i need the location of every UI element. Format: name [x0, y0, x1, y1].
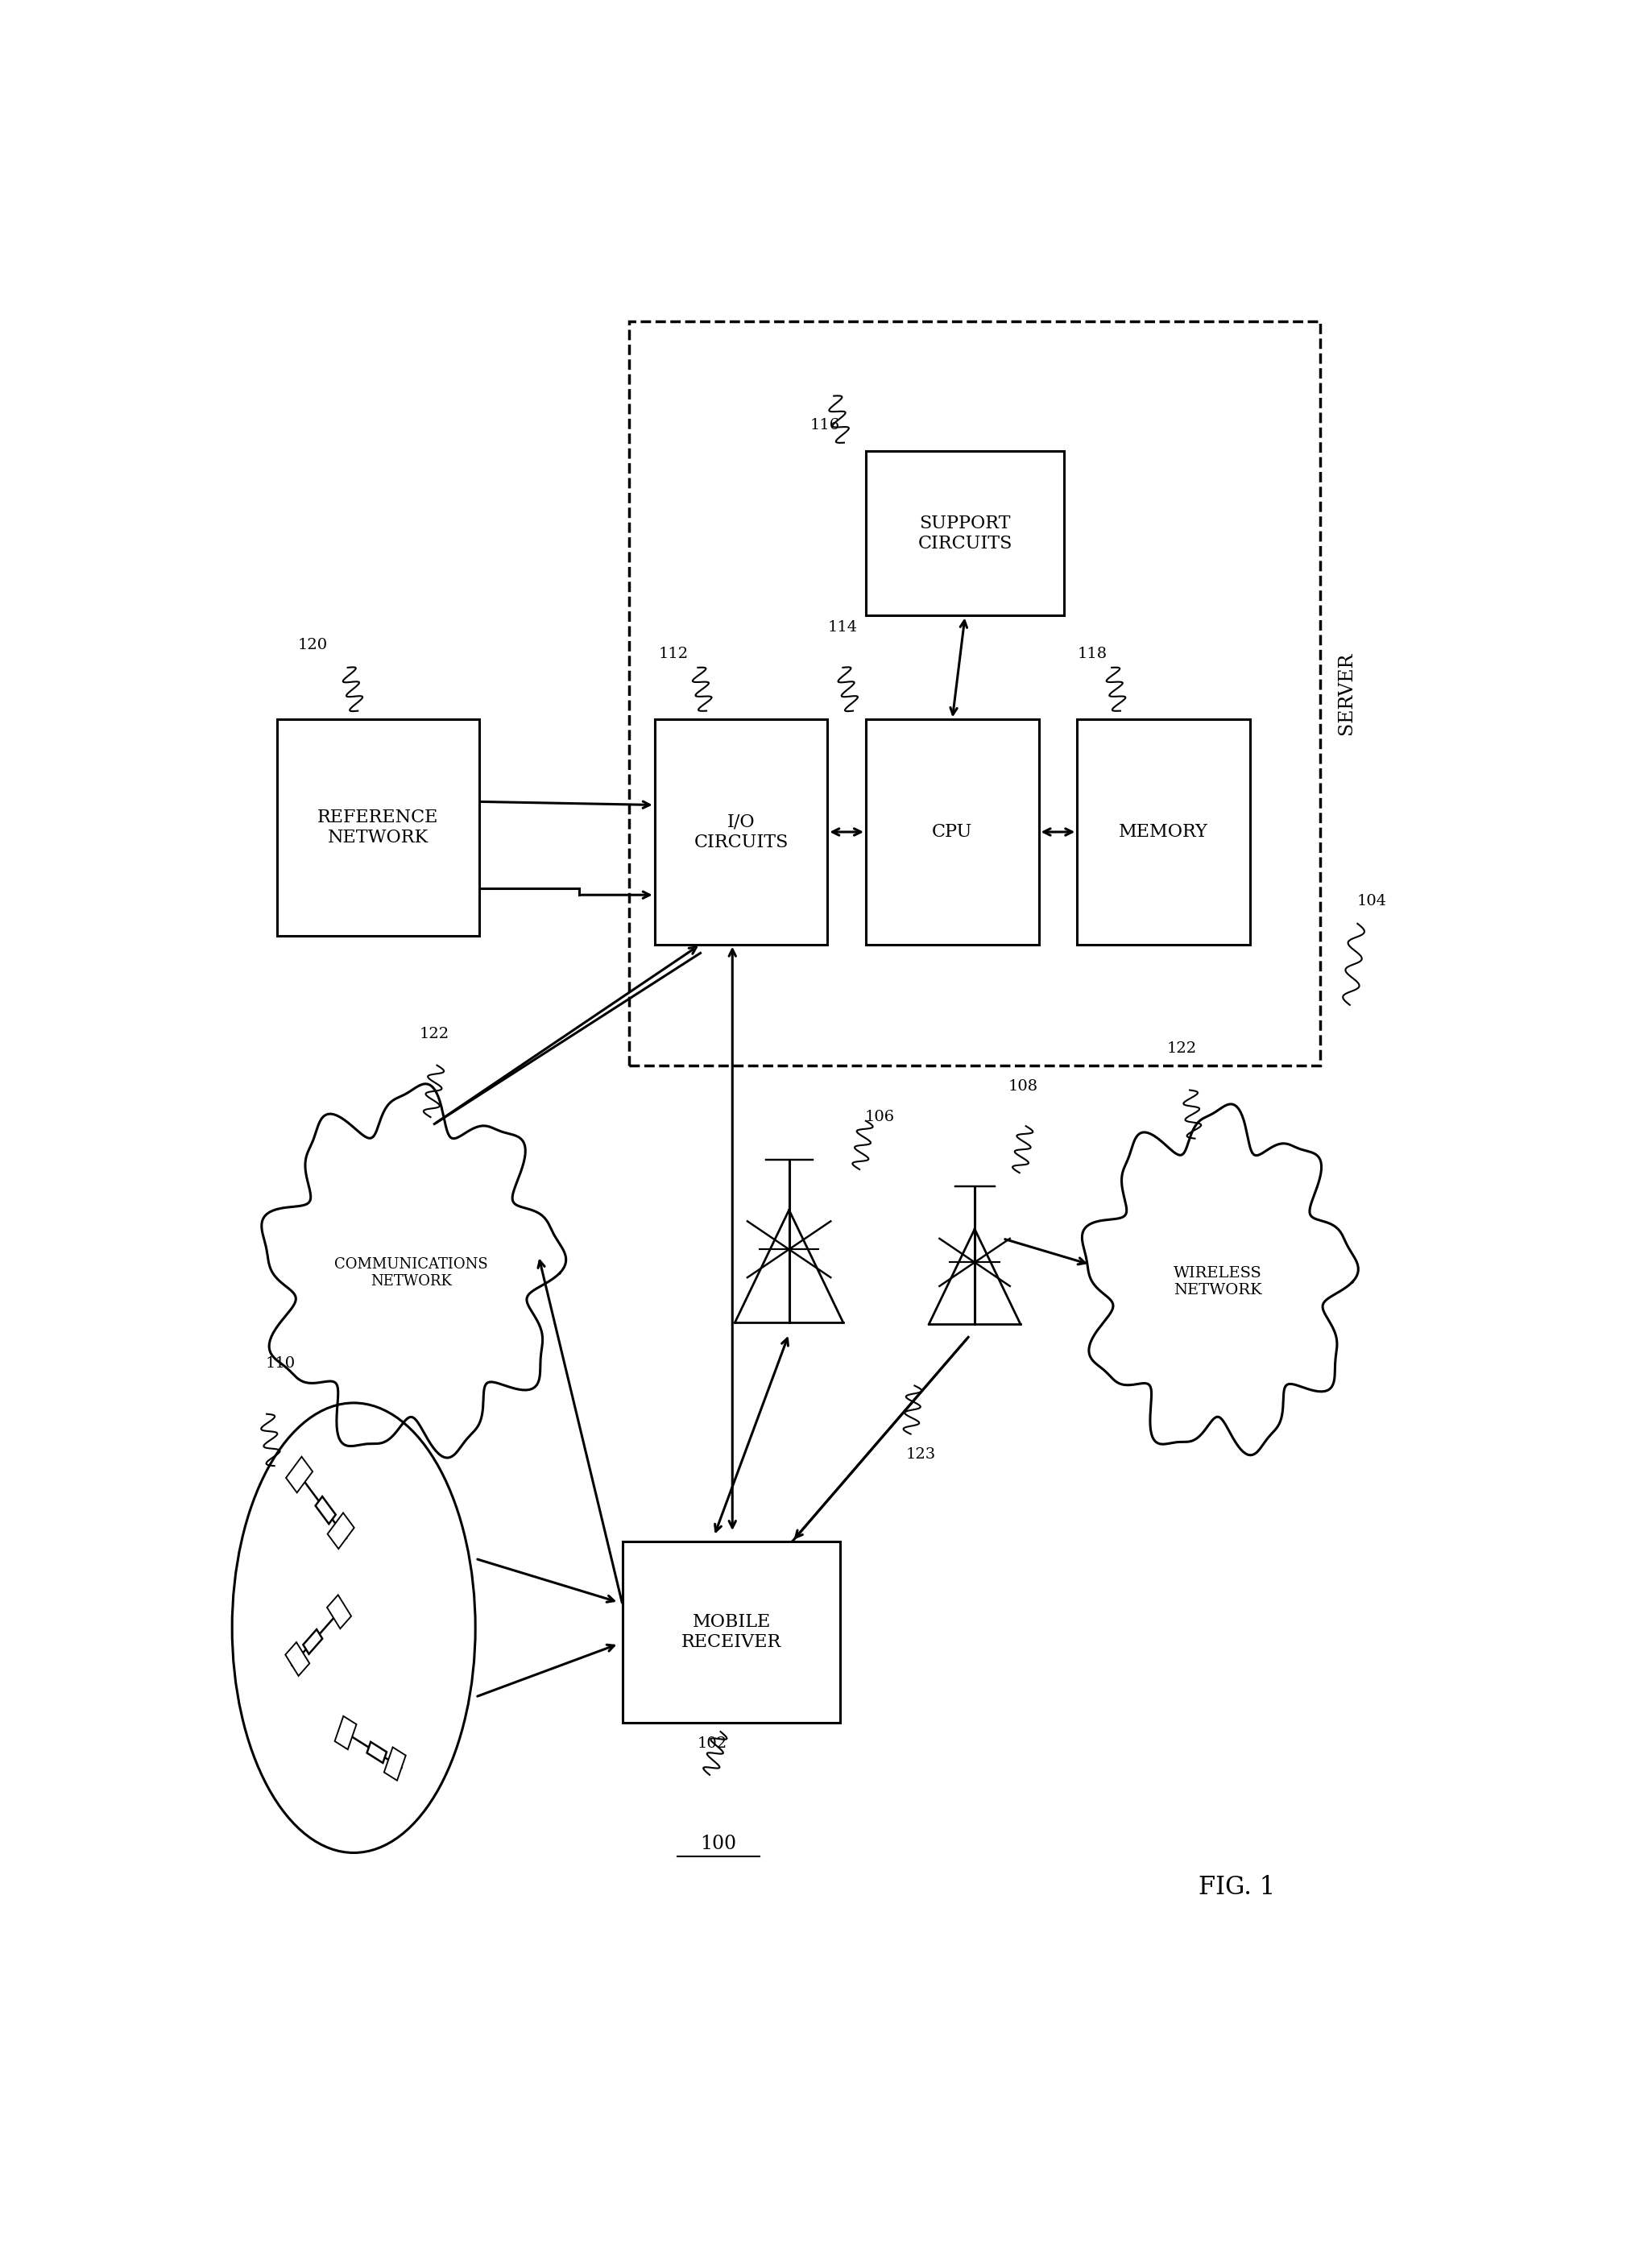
- Text: 123: 123: [905, 1447, 937, 1463]
- Polygon shape: [286, 1643, 309, 1676]
- Bar: [866, 719, 1039, 944]
- Text: FIG. 1: FIG. 1: [1199, 1874, 1275, 1901]
- Text: 108: 108: [1008, 1079, 1039, 1094]
- Text: 122: 122: [420, 1027, 449, 1043]
- Text: 120: 120: [297, 638, 327, 652]
- Polygon shape: [286, 1456, 312, 1492]
- Text: I/O
CIRCUITS: I/O CIRCUITS: [694, 813, 788, 852]
- Bar: [629, 321, 1320, 1065]
- Polygon shape: [261, 1083, 567, 1458]
- Bar: [623, 1541, 841, 1723]
- Polygon shape: [302, 1629, 322, 1654]
- Text: 112: 112: [659, 647, 689, 661]
- Text: SERVER: SERVER: [1336, 652, 1355, 735]
- Polygon shape: [327, 1595, 352, 1629]
- Text: 118: 118: [1077, 647, 1107, 661]
- Text: 122: 122: [1166, 1040, 1198, 1056]
- Polygon shape: [383, 1748, 406, 1780]
- Text: 102: 102: [697, 1737, 727, 1750]
- Text: 116: 116: [809, 418, 839, 434]
- Bar: [1077, 719, 1251, 944]
- Text: 110: 110: [266, 1355, 296, 1371]
- Polygon shape: [335, 1717, 357, 1750]
- Bar: [278, 719, 479, 935]
- Text: CPU: CPU: [932, 822, 973, 840]
- Polygon shape: [327, 1512, 354, 1548]
- Text: MEMORY: MEMORY: [1118, 822, 1208, 840]
- Ellipse shape: [231, 1402, 476, 1854]
- Bar: [654, 719, 828, 944]
- Polygon shape: [316, 1497, 335, 1523]
- Text: MOBILE
RECEIVER: MOBILE RECEIVER: [681, 1613, 781, 1652]
- Text: 114: 114: [828, 620, 857, 636]
- Polygon shape: [1082, 1103, 1358, 1456]
- Text: 100: 100: [700, 1836, 737, 1854]
- Text: 106: 106: [866, 1110, 895, 1126]
- Bar: [866, 452, 1064, 616]
- Text: 104: 104: [1356, 894, 1386, 908]
- Text: COMMUNICATIONS
NETWORK: COMMUNICATIONS NETWORK: [334, 1258, 489, 1290]
- Polygon shape: [367, 1741, 387, 1764]
- Text: SUPPORT
CIRCUITS: SUPPORT CIRCUITS: [919, 515, 1013, 553]
- Text: WIRELESS
NETWORK: WIRELESS NETWORK: [1173, 1265, 1262, 1297]
- Text: REFERENCE
NETWORK: REFERENCE NETWORK: [317, 809, 439, 847]
